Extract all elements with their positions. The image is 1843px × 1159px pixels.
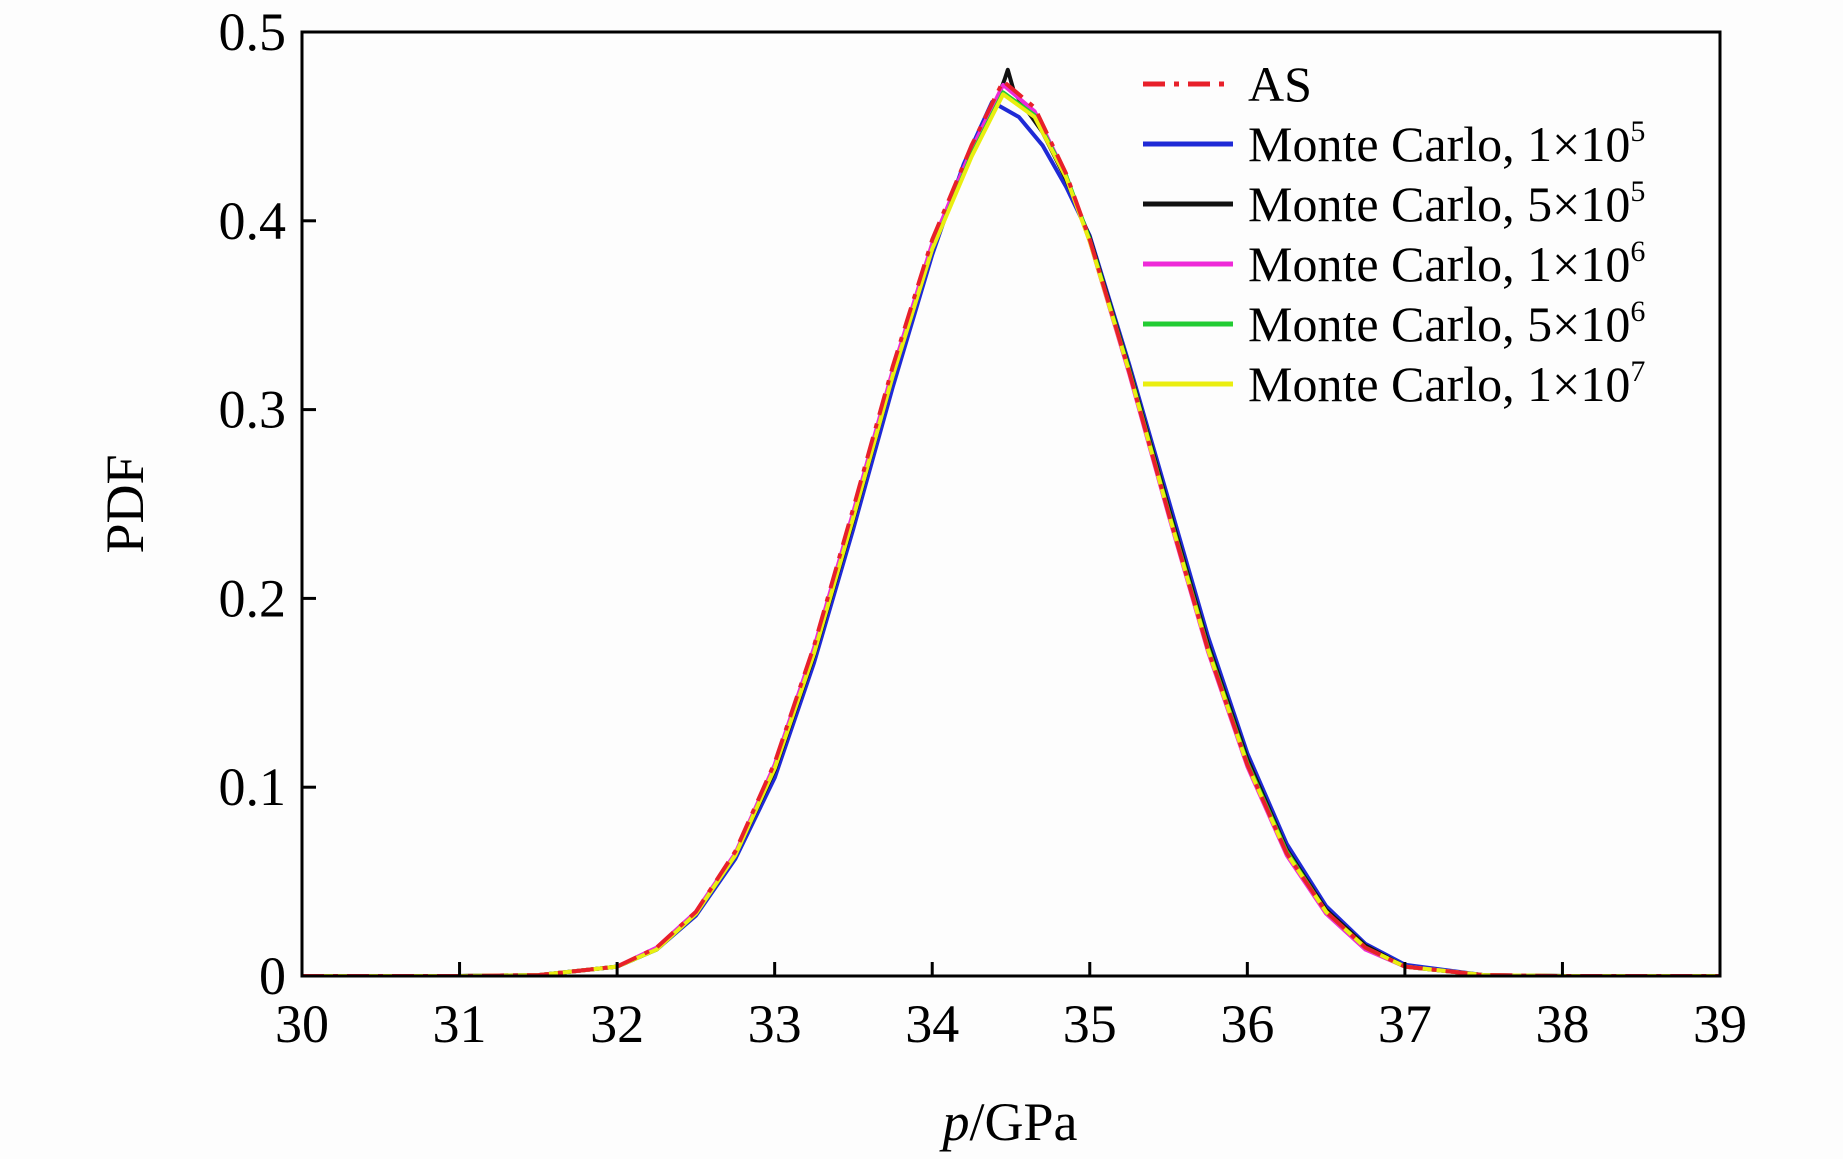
x-tick-label: 32 (590, 994, 644, 1054)
x-tick-label: 39 (1693, 994, 1747, 1054)
y-axis-title: PDF (95, 454, 155, 553)
x-tick-label: 31 (433, 994, 487, 1054)
x-tick-label: 33 (748, 994, 802, 1054)
legend-label-main: Monte Carlo, 5×10 (1248, 296, 1630, 352)
y-tick-label: 0.4 (219, 191, 287, 251)
legend-label-exponent: 7 (1630, 355, 1645, 388)
series-line-5 (302, 92, 1720, 976)
legend-label-main: Monte Carlo, 5×10 (1248, 176, 1630, 232)
legend-label: Monte Carlo, 5×105 (1248, 175, 1645, 232)
legend-label: Monte Carlo, 1×105 (1248, 115, 1645, 172)
series-line-0 (302, 79, 1720, 976)
x-axis-title-unit: /GPa (970, 1092, 1078, 1152)
x-tick-label: 30 (275, 994, 329, 1054)
y-tick-label: 0.1 (219, 757, 287, 817)
x-axis-title-variable: p (939, 1092, 970, 1152)
legend-label: Monte Carlo, 1×107 (1248, 355, 1645, 412)
x-tick-label: 34 (905, 994, 959, 1054)
y-axis-ticks: 0 0.1 0.2 0.3 0.4 0.5 (219, 2, 316, 1006)
plot-area (302, 67, 1720, 976)
legend-label: AS (1248, 56, 1312, 112)
y-tick-label: 0 (259, 946, 286, 1006)
legend-label-main: Monte Carlo, 1×10 (1248, 356, 1630, 412)
series-layer (302, 67, 1720, 976)
legend-label-exponent: 6 (1630, 295, 1645, 328)
legend-label: Monte Carlo, 1×106 (1248, 235, 1645, 292)
y-tick-label: 0.3 (219, 380, 287, 440)
x-tick-label: 38 (1535, 994, 1589, 1054)
x-axis-ticks: 30 31 32 33 34 35 36 37 38 39 (275, 962, 1747, 1054)
legend-label-exponent: 5 (1630, 175, 1645, 208)
x-axis-title: p/GPa (939, 1092, 1078, 1152)
legend-label-exponent: 5 (1630, 115, 1645, 148)
x-tick-label: 35 (1063, 994, 1117, 1054)
legend-label: Monte Carlo, 5×106 (1248, 295, 1645, 352)
legend-label-main: Monte Carlo, 1×10 (1248, 236, 1630, 292)
legend-label-main: Monte Carlo, 1×10 (1248, 116, 1630, 172)
y-tick-label: 0.5 (219, 2, 287, 62)
x-tick-label: 36 (1220, 994, 1274, 1054)
x-tick-label: 37 (1378, 994, 1432, 1054)
plot-frame (300, 30, 1722, 978)
legend-label-exponent: 6 (1630, 235, 1645, 268)
y-tick-label: 0.2 (219, 568, 287, 628)
legend-label-main: AS (1248, 56, 1312, 112)
